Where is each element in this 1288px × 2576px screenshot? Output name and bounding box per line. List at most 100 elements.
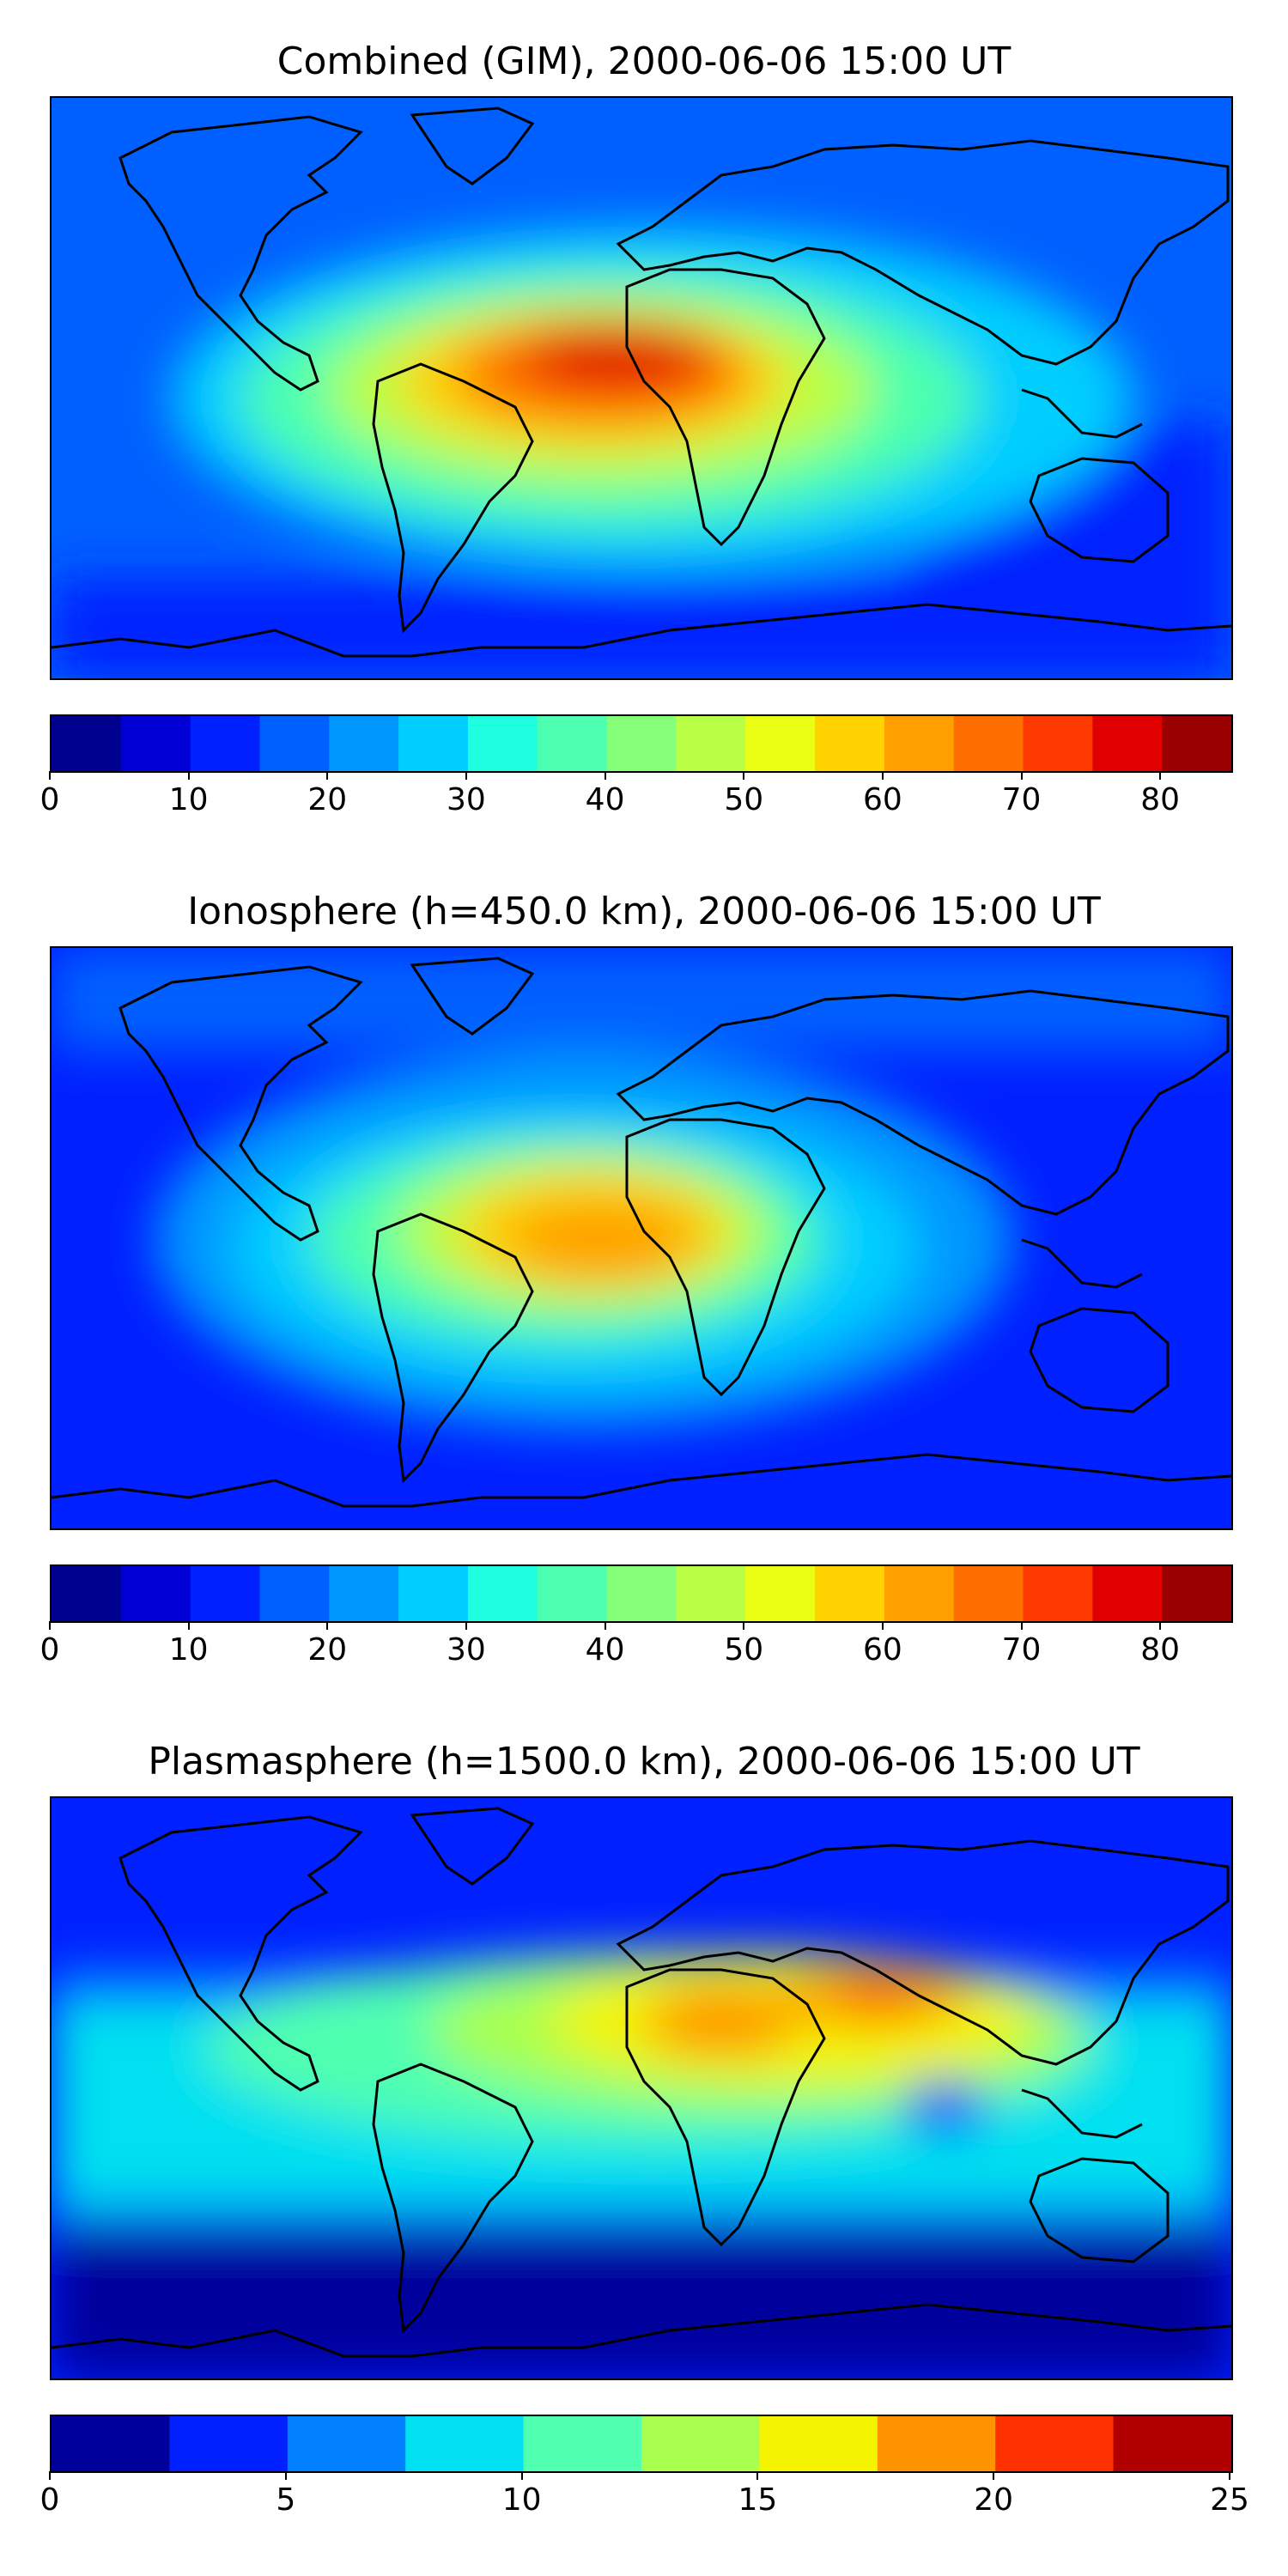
colorbar-segment: [953, 716, 1024, 771]
colorbar-tick-mark: [743, 771, 745, 780]
colorbar-segment: [1162, 1566, 1231, 1621]
colorbar-segment: [1023, 1566, 1093, 1621]
colorbar-tick-label: 0: [39, 782, 60, 817]
colorbar-tick-mark: [187, 771, 190, 780]
map-plasmasphere: [50, 1796, 1233, 2380]
colorbar-tick-mark: [604, 771, 606, 780]
colorbar-tick-label: 10: [168, 782, 209, 817]
colorbar-tick-label: 0: [39, 1632, 60, 1668]
colorbar-tick-label: 0: [39, 2482, 60, 2518]
colorbar-tick-mark: [284, 2471, 287, 2480]
colorbar-tick-label: 60: [862, 782, 902, 817]
panel-title-plasmasphere: Plasmasphere (h=1500.0 km), 2000-06-06 1…: [148, 1740, 1140, 1783]
colorbar-tick-label: 40: [585, 1632, 625, 1668]
colorbar-segment: [398, 716, 469, 771]
colorbar-tick-label: 10: [168, 1632, 209, 1668]
colorbar-segment: [287, 2416, 406, 2471]
colorbar-tick-mark: [49, 1621, 51, 1630]
colorbar-svg-ionosphere: [52, 1566, 1231, 1621]
colorbar-segment: [676, 1566, 746, 1621]
colorbar-segment: [52, 1566, 122, 1621]
colorbar-segment: [815, 1566, 885, 1621]
colorbar-segment: [537, 716, 608, 771]
colorbar-tick-label: 30: [447, 782, 486, 817]
colorbar-tick-mark: [465, 1621, 467, 1630]
colorbar-tick-label: 10: [501, 2482, 542, 2518]
colorbar-segment: [329, 716, 399, 771]
tec-field-combined: [52, 227, 1231, 678]
colorbar-segment: [537, 1566, 608, 1621]
colorbar-segment: [190, 1566, 260, 1621]
colorbar-segment: [405, 2416, 525, 2471]
colorbar-tick-mark: [49, 2471, 51, 2480]
colorbar-segment: [523, 2416, 642, 2471]
colorbar-segment: [745, 716, 816, 771]
colorbar-tick-mark: [465, 771, 467, 780]
map-svg-plasmasphere: [52, 1798, 1231, 2379]
colorbar-tick-mark: [743, 1621, 745, 1630]
colorbar-tick-label: 70: [1001, 782, 1042, 817]
colorbar-tick-label: 70: [1001, 1632, 1042, 1668]
colorbar-tick-mark: [1020, 1621, 1023, 1630]
colorbar-segment: [745, 1566, 816, 1621]
colorbar-tick-mark: [1229, 2471, 1230, 2480]
panel-title-combined: Combined (GIM), 2000-06-06 15:00 UT: [276, 39, 1012, 83]
colorbar-tick-label: 30: [447, 1632, 486, 1668]
colorbar-tick-mark: [520, 2471, 523, 2480]
tec-field-plasmasphere: [52, 1953, 1231, 2379]
colorbar-tick-mark: [1159, 1621, 1162, 1630]
colorbar-segment: [398, 1566, 469, 1621]
colorbar-segment: [759, 2416, 878, 2471]
colorbar-svg-combined: [52, 716, 1231, 771]
colorbar-segment: [169, 2416, 289, 2471]
colorbar-tick-label: 20: [307, 1632, 348, 1668]
colorbar-tick-mark: [1159, 771, 1162, 780]
colorbar-segment: [606, 716, 677, 771]
colorbar-tick-label: 50: [724, 1632, 764, 1668]
colorbar-tick-mark: [993, 2471, 995, 2480]
colorbar-segment: [995, 2416, 1115, 2471]
colorbar-segment: [467, 1566, 538, 1621]
colorbar-tick-mark: [604, 1621, 606, 1630]
colorbar-segment: [884, 1566, 955, 1621]
panel-title-ionosphere: Ionosphere (h=450.0 km), 2000-06-06 15:0…: [187, 890, 1101, 933]
colorbar-ticks-plasmasphere: 0 5 10 15 20 25: [40, 2471, 1249, 2518]
colorbar-combined: [50, 714, 1233, 773]
colorbar-tick-mark: [187, 1621, 190, 1630]
colorbar-segment: [329, 1566, 399, 1621]
colorbar-tick-label: 25: [1210, 2482, 1249, 2518]
colorbar-segment: [190, 716, 260, 771]
colorbar-segment: [877, 2416, 996, 2471]
colorbar-segment: [676, 716, 746, 771]
tec-field-ionosphere: [52, 948, 1231, 1429]
colorbar-segment: [1092, 716, 1163, 771]
colorbar-plasmasphere: [50, 2415, 1233, 2473]
map-combined: [50, 96, 1233, 680]
colorbar-ionosphere: [50, 1564, 1233, 1623]
colorbar-tick-label: 15: [738, 2482, 778, 2518]
colorbar-segment: [120, 1566, 191, 1621]
colorbar-tick-label: 20: [974, 2482, 1014, 2518]
colorbar-segment: [641, 2416, 760, 2471]
colorbar-tick-label: 40: [585, 782, 625, 817]
colorbar-segment: [606, 1566, 677, 1621]
map-svg-combined: [52, 98, 1231, 678]
colorbar-tick-label: 20: [307, 782, 348, 817]
map-ionosphere: [50, 946, 1233, 1530]
colorbar-svg-plasmasphere: [52, 2416, 1231, 2471]
colorbar-segment: [815, 716, 885, 771]
colorbar-segment: [1023, 716, 1093, 771]
colorbar-tick-label: 5: [276, 2482, 296, 2518]
colorbar-tick-mark: [881, 771, 884, 780]
colorbar-tick-label: 80: [1140, 782, 1181, 817]
colorbar-ticks-combined: 0 10 20 30 40 50 60 70 80: [40, 771, 1233, 817]
colorbar-segment: [259, 1566, 330, 1621]
colorbar-segment: [1092, 1566, 1163, 1621]
colorbar-tick-mark: [881, 1621, 884, 1630]
colorbar-tick-label: 50: [724, 782, 764, 817]
colorbar-tick-mark: [756, 2471, 759, 2480]
map-svg-ionosphere: [52, 948, 1231, 1528]
colorbar-segment: [467, 716, 538, 771]
colorbar-segment: [120, 716, 191, 771]
colorbar-segment: [259, 716, 330, 771]
